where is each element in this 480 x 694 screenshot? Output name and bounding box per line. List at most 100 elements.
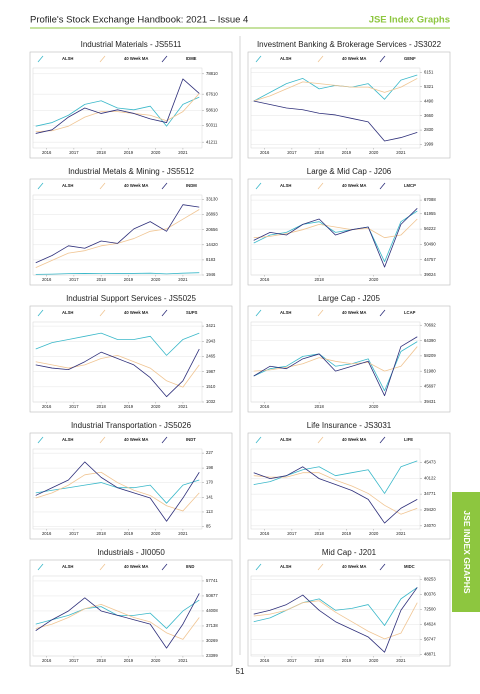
y-tick-label: 24070 [424,523,436,528]
chart-title: Industrials - JI0050 [97,548,165,557]
x-tick-label: 2021 [178,531,188,536]
y-tick-label: 113 [206,509,213,514]
y-tick-label: 45697 [424,384,436,389]
plot-area [250,67,421,149]
chart-frame [247,178,451,286]
x-tick-label: 2017 [69,658,79,663]
x-tick-label: 2019 [124,277,134,282]
x-tick-label: 2021 [178,277,188,282]
legend-swatch [379,309,386,317]
legend-label: 40 Week MA [124,183,148,188]
y-tick-label: 80376 [424,591,436,596]
page-number: 51 [236,667,245,676]
legend-swatch [99,436,106,444]
y-tick-label: 1510 [206,384,216,389]
legend-label: ALSH [62,310,73,315]
y-tick-label: 20656 [206,227,218,232]
x-tick-label: 2018 [314,658,324,663]
legend-label: ALSH [280,310,291,315]
chart-frame [29,305,233,413]
x-tick-label: 2020 [369,277,379,282]
x-tick-label: 2016 [260,658,270,663]
series-line [35,93,200,133]
x-tick-label: 2020 [369,531,379,536]
legend-label: INDT [186,437,196,442]
y-tick-label: 170 [206,480,214,485]
legend-label: INDM [186,183,197,188]
y-tick-label: 61955 [424,211,436,216]
x-tick-label: 2017 [69,150,79,155]
y-tick-label: 64624 [424,621,436,626]
series-line [253,472,418,515]
y-tick-label: 141 [206,495,214,500]
x-tick-label: 2018 [314,404,324,409]
legend-swatch [161,182,168,190]
y-tick-label: 3660 [424,113,434,118]
legend-swatch [317,182,324,190]
chart-title: Large Cap - J205 [318,294,380,303]
chart-title: Life Insurance - JS3031 [307,421,392,430]
legend-label: 40 Week MA [124,56,148,61]
series-line [253,341,418,392]
legend-swatch [161,309,168,317]
header-title: Profile's Stock Exchange Handbook: 2021 … [30,15,248,26]
y-tick-label: 44757 [424,257,436,262]
y-tick-label: 30269 [206,638,218,643]
legend-label: ALSH [62,56,73,61]
legend-label: SUPS [186,310,198,315]
legend-swatch [37,55,44,63]
legend-swatch [379,182,386,190]
y-tick-label: 29420 [424,507,436,512]
legend-swatch [255,55,262,63]
x-tick-label: 2019 [124,150,134,155]
x-tick-label: 2021 [178,404,188,409]
y-tick-label: 85 [206,524,211,529]
x-tick-label: 2016 [42,531,52,536]
x-tick-label: 2017 [287,150,297,155]
series-line [253,466,418,524]
y-tick-label: 56747 [424,636,436,641]
legend-swatch [161,55,168,63]
y-tick-label: 33130 [206,197,218,202]
y-tick-label: 45473 [424,460,436,465]
x-tick-label: 2021 [396,531,406,536]
legend-swatch [317,436,324,444]
series-line [35,471,200,512]
x-tick-label: 2020 [151,277,161,282]
chart-title: Industrial Support Services - JS5025 [66,294,196,303]
x-tick-label: 2020 [151,658,161,663]
chart-frame [247,559,451,667]
series-line [253,100,418,142]
y-tick-label: 50877 [206,593,218,598]
x-tick-label: 2019 [342,150,352,155]
y-tick-label: 2830 [424,127,434,132]
chart-title: Large & Mid Cap - J206 [307,167,392,176]
legend-swatch [37,182,44,190]
chart-frame [247,305,451,413]
legend-swatch [379,436,386,444]
y-tick-label: 48871 [424,651,436,656]
series-line [35,461,200,522]
chart-title: Industrial Metals & Mining - JS5512 [68,167,194,176]
x-tick-label: 2017 [287,658,297,663]
y-tick-label: 1946 [206,272,216,277]
y-tick-label: 26893 [206,212,218,217]
legend-swatch [317,563,324,571]
x-tick-label: 2017 [69,531,79,536]
legend-label: MIDC [404,564,415,569]
x-tick-label: 2020 [369,658,379,663]
header-section: JSE Index Graphs [369,15,450,26]
x-tick-label: 2018 [96,404,106,409]
x-tick-label: 2017 [69,277,79,282]
y-tick-label: 37138 [206,623,218,628]
legend-swatch [37,309,44,317]
legend-label: 40 Week MA [124,437,148,442]
legend-swatch [379,563,386,571]
y-tick-label: 4490 [424,98,434,103]
legend-swatch [317,55,324,63]
legend-swatch [317,309,324,317]
plot-area [32,67,203,149]
chart-title: Mid Cap - J201 [322,548,377,557]
y-tick-label: 56222 [424,226,436,231]
